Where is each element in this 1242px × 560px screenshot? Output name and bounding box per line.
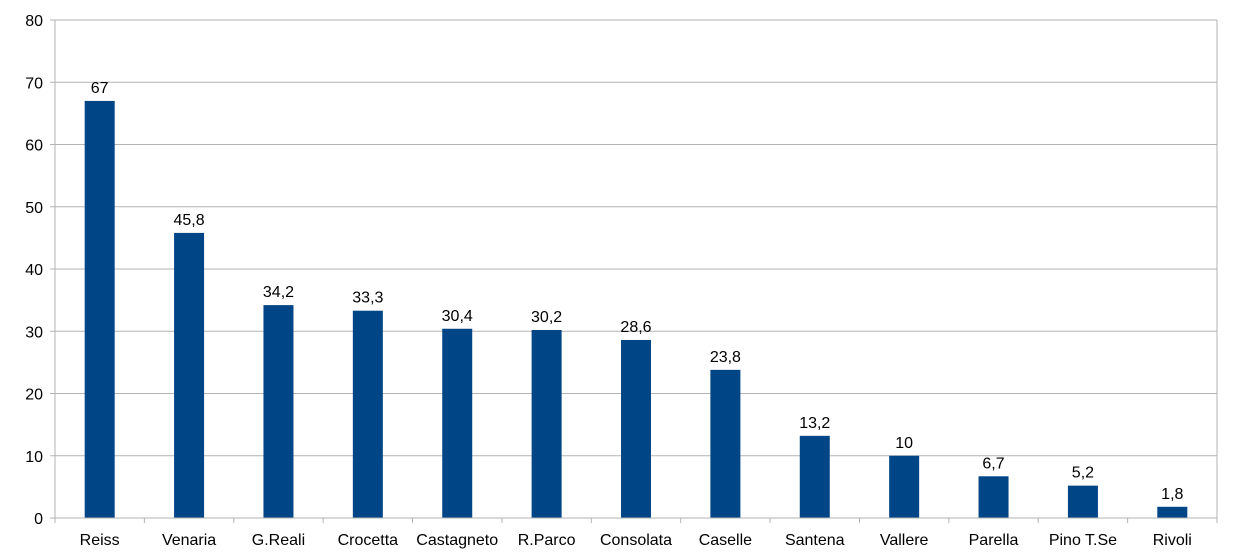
y-axis-tick-labels: 0 10 20 30 40 50 60 70 80 — [25, 13, 43, 528]
data-label: 33,3 — [352, 290, 383, 307]
x-tick-label: Santena — [785, 532, 845, 549]
x-tick-label: Vallere — [880, 532, 929, 549]
bar — [84, 100, 115, 519]
x-tick-label: Castagneto — [416, 532, 498, 549]
data-label: 10 — [895, 435, 913, 452]
bar — [889, 455, 920, 518]
x-tick-label: Caselle — [699, 532, 752, 549]
y-tick-label: 50 — [25, 200, 43, 217]
y-tick-label: 70 — [25, 75, 43, 92]
data-label: 30,2 — [531, 309, 562, 326]
y-tick-label: 0 — [34, 511, 43, 528]
data-label: 34,2 — [263, 284, 294, 301]
bar — [1157, 506, 1188, 518]
y-tick-label: 10 — [25, 449, 43, 466]
axes — [50, 19, 1218, 523]
bar — [710, 369, 741, 518]
data-label: 28,6 — [620, 319, 651, 336]
bar — [442, 328, 473, 518]
bar — [263, 305, 294, 518]
data-label: 6,7 — [982, 455, 1004, 472]
bar — [174, 232, 205, 518]
bar — [531, 330, 562, 518]
data-label: 5,2 — [1072, 465, 1094, 482]
x-tick-label: G.Reali — [252, 532, 305, 549]
x-axis-tick-labels: Reiss Venaria G.Reali Crocetta Castagneto R.P… — [80, 532, 1192, 549]
data-label: 13,2 — [799, 415, 830, 432]
bar — [799, 435, 830, 518]
data-label: 67 — [91, 80, 109, 97]
y-tick-label: 30 — [25, 324, 43, 341]
x-tick-label: Pino T.Se — [1049, 532, 1117, 549]
x-tick-label: Crocetta — [338, 532, 399, 549]
data-labels: 67 45,8 34,2 33,3 30,4 30,2 28,6 23,8 13,2 10 6,7 5… — [91, 80, 1184, 503]
y-tick-label: 60 — [25, 138, 43, 155]
y-tick-label: 20 — [25, 387, 43, 404]
bar — [978, 476, 1009, 518]
data-label: 30,4 — [442, 308, 473, 325]
x-tick-label: Parella — [969, 532, 1019, 549]
x-tick-label: Venaria — [162, 532, 216, 549]
x-tick-label: Reiss — [80, 532, 120, 549]
data-label: 23,8 — [710, 349, 741, 366]
bar — [1067, 485, 1098, 518]
bars — [84, 100, 1188, 519]
data-label: 1,8 — [1161, 486, 1183, 503]
x-tick-label: Consolata — [600, 532, 672, 549]
y-tick-label: 40 — [25, 262, 43, 279]
x-tick-label: R.Parco — [518, 532, 576, 549]
gridlines — [55, 19, 1217, 457]
y-tick-label: 80 — [25, 13, 43, 30]
x-tick-label: Rivoli — [1153, 532, 1192, 549]
bar — [621, 339, 651, 518]
bar — [352, 310, 383, 518]
data-label: 45,8 — [174, 212, 205, 229]
